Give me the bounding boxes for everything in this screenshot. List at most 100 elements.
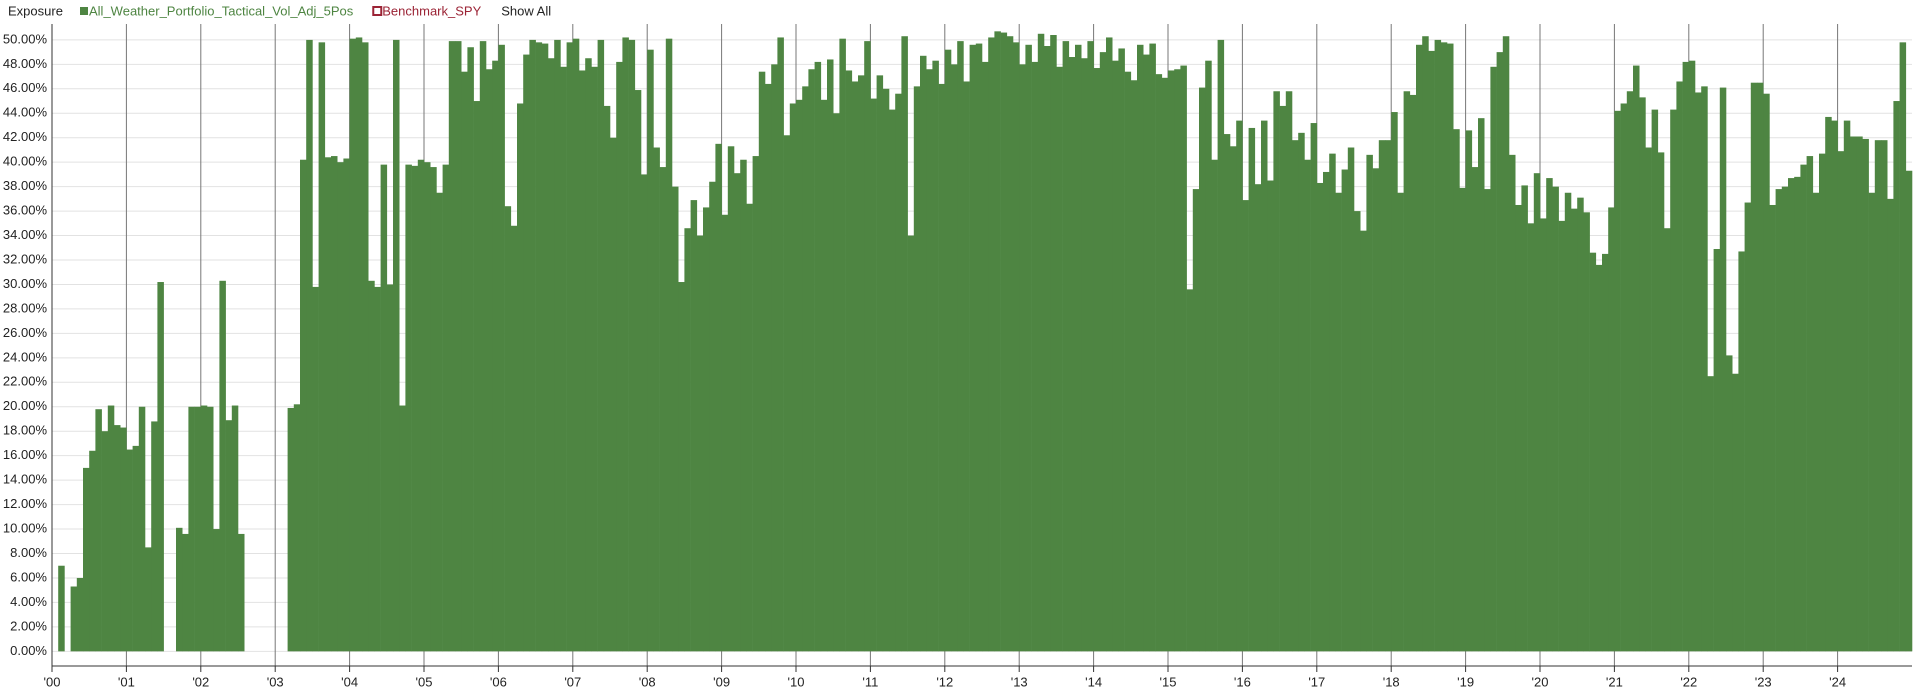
- bar: [1161, 77, 1169, 652]
- bar: [1819, 153, 1826, 652]
- x-tick-label: '22: [1680, 674, 1697, 689]
- bar: [665, 38, 673, 652]
- bar: [963, 81, 970, 652]
- bar: [1174, 69, 1181, 652]
- bar: [1112, 60, 1119, 652]
- bar: [331, 156, 338, 652]
- bar: [1868, 192, 1876, 652]
- bar: [703, 207, 710, 652]
- bar: [566, 42, 574, 652]
- legend-item[interactable]: Benchmark_SPY: [372, 3, 482, 18]
- bar: [1806, 156, 1814, 652]
- bar: [479, 41, 487, 652]
- bar: [455, 41, 462, 652]
- bar: [944, 49, 952, 652]
- y-tick-label: 12.00%: [3, 496, 48, 511]
- bar: [1887, 198, 1894, 652]
- bar: [1062, 41, 1070, 652]
- legend-swatch[interactable]: [372, 6, 383, 16]
- bar: [157, 282, 164, 652]
- bar: [1769, 204, 1776, 652]
- bar: [1292, 140, 1299, 652]
- bar: [1180, 65, 1187, 652]
- legend-item[interactable]: All_Weather_Portfolio_Tactical_Vol_Adj_5…: [80, 3, 354, 18]
- bar: [523, 54, 530, 652]
- bar: [1893, 101, 1900, 652]
- bar: [1434, 39, 1442, 652]
- bar: [430, 167, 437, 652]
- bar: [306, 39, 313, 652]
- bar: [120, 427, 127, 652]
- y-tick-label: 18.00%: [3, 423, 48, 438]
- legend-swatch[interactable]: [80, 7, 88, 15]
- bar: [1019, 64, 1026, 652]
- bar: [1651, 109, 1659, 652]
- bar: [1118, 48, 1125, 652]
- y-tick-label: 48.00%: [3, 56, 48, 71]
- bar: [1682, 61, 1690, 652]
- bar: [548, 58, 555, 652]
- bar: [622, 37, 629, 652]
- bar: [1440, 42, 1448, 652]
- legend-label[interactable]: All_Weather_Portfolio_Tactical_Vol_Adj_5…: [89, 3, 354, 18]
- bar: [1329, 153, 1336, 652]
- bar: [442, 164, 450, 652]
- bar: [417, 159, 425, 652]
- x-tick-label: '16: [1234, 674, 1251, 689]
- legend-label[interactable]: Benchmark_SPY: [382, 3, 481, 18]
- bar: [70, 586, 78, 652]
- bar: [1310, 123, 1318, 652]
- bar: [771, 64, 778, 652]
- bar: [200, 405, 208, 652]
- bar: [616, 61, 623, 652]
- bar: [591, 66, 598, 652]
- x-tick-label: '02: [192, 674, 209, 689]
- bar: [1298, 132, 1305, 652]
- bar: [833, 113, 840, 652]
- bar: [1564, 192, 1572, 652]
- bar: [1068, 57, 1076, 652]
- bar: [287, 407, 295, 652]
- bar: [579, 70, 586, 652]
- axes: 0.00% 2.00% 4.00% 6.00% 8.00% 10.00% 12.00% 14.…: [3, 24, 1912, 689]
- bar: [541, 43, 549, 652]
- bar: [895, 93, 902, 652]
- bar: [492, 60, 499, 652]
- y-tick-label: 8.00%: [10, 545, 47, 560]
- bar: [1130, 80, 1138, 652]
- y-tick-label: 24.00%: [3, 349, 48, 364]
- bar: [1106, 37, 1113, 652]
- bar: [213, 529, 220, 652]
- bar: [765, 83, 772, 652]
- y-tick-label: 36.00%: [3, 203, 48, 218]
- bar: [1447, 43, 1454, 652]
- bar: [1502, 36, 1510, 652]
- bar: [132, 445, 140, 652]
- x-tick-label: '15: [1160, 674, 1177, 689]
- y-tick-label: 30.00%: [3, 276, 48, 291]
- y-tick-label: 6.00%: [10, 569, 47, 584]
- bar: [827, 59, 834, 652]
- bar: [1453, 129, 1460, 652]
- bar: [1050, 35, 1057, 652]
- y-tick-label: 14.00%: [3, 472, 48, 487]
- x-tick-label: '07: [564, 674, 581, 689]
- y-tick-label: 42.00%: [3, 129, 48, 144]
- bar: [727, 146, 735, 652]
- bar: [238, 533, 245, 652]
- bar: [89, 450, 96, 652]
- bar: [529, 39, 536, 652]
- bar: [1000, 32, 1008, 652]
- bar: [1695, 92, 1702, 652]
- bar: [219, 280, 226, 652]
- show-all-button[interactable]: Show All: [501, 3, 551, 18]
- bar: [845, 70, 853, 652]
- bar: [1211, 159, 1218, 652]
- bar: [312, 286, 319, 652]
- x-tick-label: '11: [862, 674, 878, 689]
- bar: [1422, 36, 1429, 652]
- bar: [151, 421, 158, 652]
- x-tick-label: '00: [44, 674, 61, 689]
- bar: [858, 75, 865, 652]
